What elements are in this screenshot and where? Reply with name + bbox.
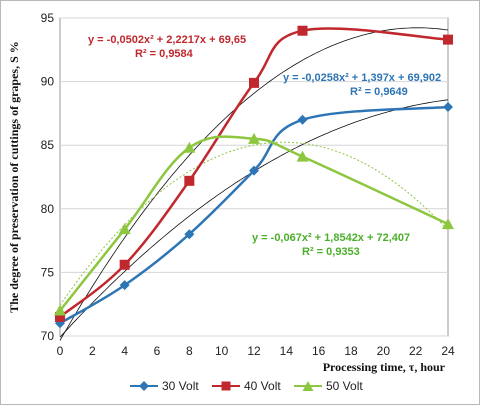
data-point-40-volt (443, 34, 453, 45)
data-point-50-volt (296, 150, 309, 162)
x-tick-label: 20 (377, 344, 391, 358)
legend-label-40-volt: 40 Volt (244, 379, 281, 393)
equation-30-volt: y = -0,0258x² + 1,397x + 69,902 (283, 72, 441, 84)
x-tick-label: 4 (121, 344, 128, 358)
data-point-50-volt (442, 218, 454, 230)
r2-30-volt: R² = 0,9649 (350, 86, 408, 98)
legend-item-40-volt: 40 Volt (212, 379, 281, 393)
y-tick-label: 95 (41, 11, 55, 25)
legend-label-30-volt: 30 Volt (162, 379, 199, 393)
x-tick-label: 6 (154, 344, 161, 358)
y-tick-label: 75 (41, 265, 55, 279)
legend-label-50-volt: 50 Volt (326, 379, 363, 393)
legend-marker-50-volt (302, 381, 314, 391)
data-point-50-volt (118, 223, 131, 235)
data-point-30-volt (119, 280, 130, 291)
x-tick-label: 12 (247, 344, 261, 358)
x-tick-label: 2 (89, 344, 96, 358)
x-axis-label: Processing time, τ, hour (323, 360, 446, 374)
trendline-50-volt (59, 141, 449, 306)
x-tick-label: 10 (215, 344, 229, 358)
legend-marker-40-volt (221, 381, 231, 391)
r2-50-volt: R² = 0,9353 (302, 246, 360, 258)
x-tick-label: 24 (441, 344, 455, 358)
y-tick-labels: 70 75 80 85 90 95 (41, 11, 55, 343)
equation-50-volt: y = -0,067x² + 1,8542x + 72,407 (252, 232, 410, 244)
data-point-30-volt (443, 102, 453, 113)
data-point-40-volt (297, 25, 308, 36)
legend-item-30-volt: 30 Volt (130, 379, 199, 393)
legend: 30 Volt 40 Volt 50 Volt (130, 379, 363, 393)
y-tick-label: 85 (41, 138, 55, 152)
x-tick-label: 22 (409, 344, 423, 358)
x-tick-labels: 0 2 4 6 8 10 12 14 16 18 20 22 24 (57, 344, 455, 358)
data-point-30-volt (184, 229, 195, 240)
data-point-40-volt (119, 259, 130, 270)
x-tick-label: 14 (280, 344, 294, 358)
x-tick-label: 0 (57, 344, 64, 358)
data-point-50-volt (248, 132, 260, 144)
data-point-40-volt (249, 77, 259, 88)
data-point-50-volt (54, 304, 66, 316)
y-tick-label: 90 (41, 75, 55, 89)
data-point-50-volt (183, 141, 196, 153)
data-point-30-volt (297, 114, 308, 125)
y-tick-label: 70 (41, 329, 55, 343)
r2-40-volt: R² = 0,9584 (135, 48, 194, 60)
data-point-30-volt (249, 165, 259, 176)
x-tick-label: 18 (344, 344, 358, 358)
trendline-40-volt (59, 27, 449, 341)
legend-marker-30-volt (139, 381, 149, 391)
series-markers (54, 25, 454, 329)
equation-40-volt: y = -0,0502x² + 2,2217x + 69,65 (88, 34, 246, 46)
x-tick-label: 16 (312, 344, 326, 358)
series-line-50-volt (59, 135, 449, 312)
data-point-40-volt (55, 311, 65, 322)
data-point-40-volt (184, 175, 195, 186)
legend-item-50-volt: 50 Volt (294, 379, 363, 393)
y-tick-label: 80 (41, 202, 55, 216)
y-axis-label: The degree of preservation of cuttings o… (7, 41, 21, 313)
x-tick-label: 8 (186, 344, 193, 358)
